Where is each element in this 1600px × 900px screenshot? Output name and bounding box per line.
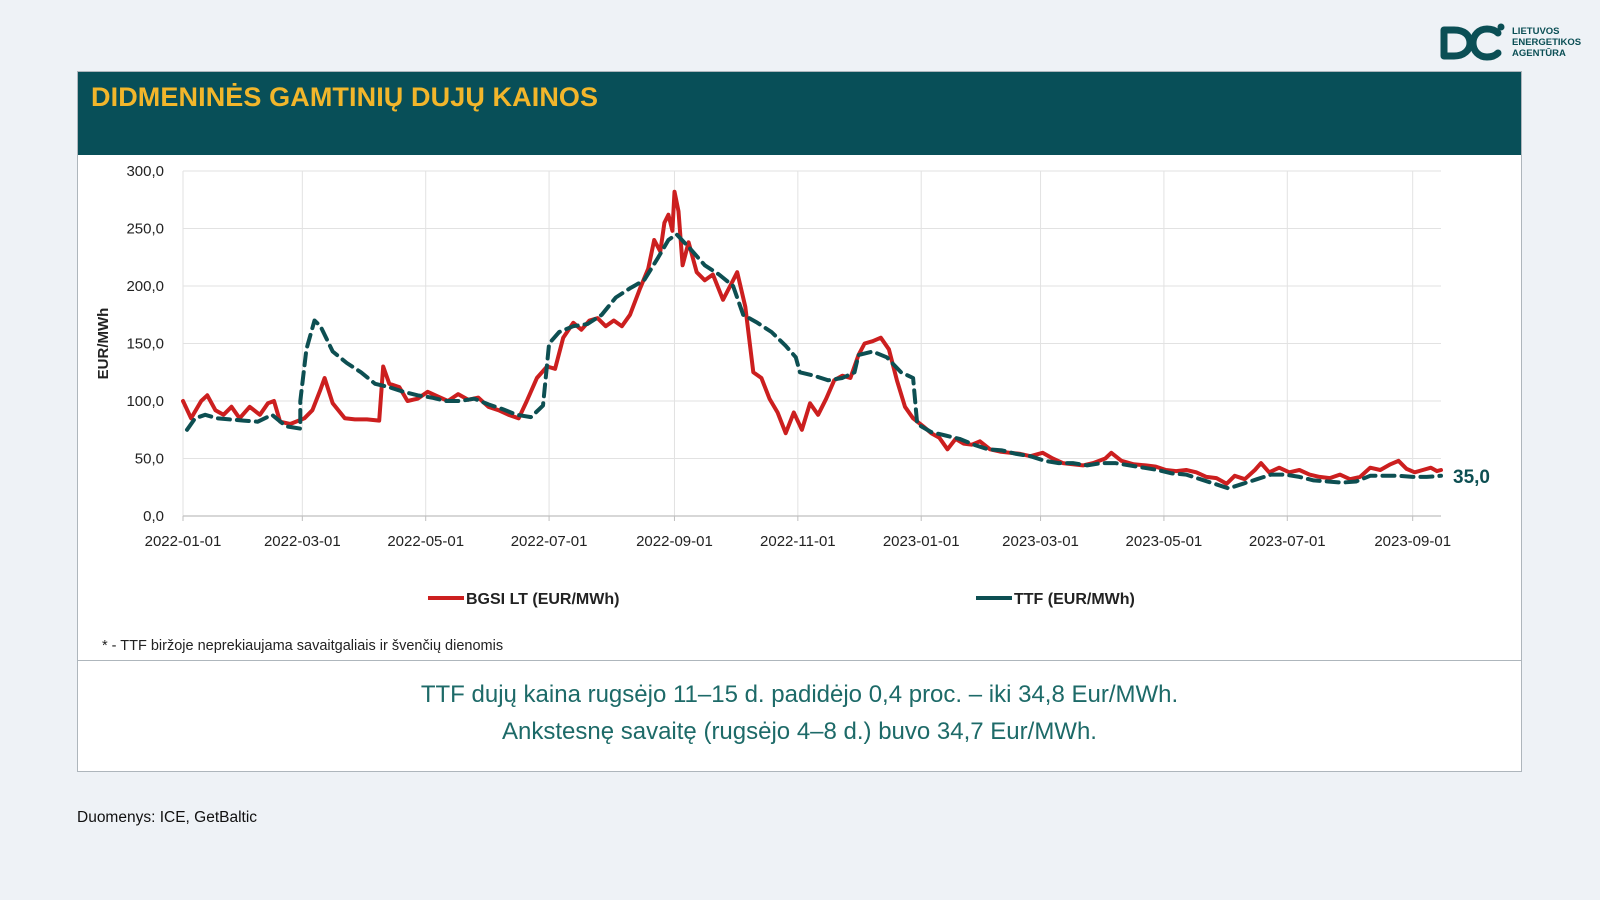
logo-line-2: ENERGETIKOS <box>1512 36 1582 48</box>
chart-title: DIDMENINĖS GAMTINIŲ DUJŲ KAINOS <box>91 82 599 112</box>
x-tick-label: 2023-05-01 <box>1126 533 1203 550</box>
title-banner: DIDMENINĖS GAMTINIŲ DUJŲ KAINOS <box>78 72 1521 155</box>
x-tick-label: 2022-07-01 <box>511 533 588 550</box>
x-tick-label: 2022-05-01 <box>387 533 464 550</box>
end-value-label: 35,0 <box>1453 467 1490 488</box>
chart-panel: DIDMENINĖS GAMTINIŲ DUJŲ KAINOS 0,0 50,0 1… <box>77 71 1522 772</box>
logo-line-3: AGENTŪRA <box>1512 47 1566 59</box>
agency-logo-mark <box>1440 23 1505 61</box>
x-tick-label: 2022-03-01 <box>264 533 341 550</box>
summary-line-2: Ankstesnę savaitę (rugsėjo 4–8 d.) buvo … <box>502 718 1097 745</box>
y-tick-label: 250,0 <box>126 221 164 238</box>
x-tick-label: 2023-03-01 <box>1002 533 1079 550</box>
legend-label: TTF (EUR/MWh) <box>1014 591 1135 608</box>
x-tick-label: 2022-09-01 <box>636 533 713 550</box>
panel-divider <box>78 660 1521 661</box>
x-tick-label: 2022-01-01 <box>145 533 222 550</box>
summary-line-1: TTF dujų kaina rugsėjo 11–15 d. padidėjo… <box>420 681 1179 708</box>
x-tick-label: 2022-11-01 <box>760 533 836 550</box>
y-tick-label: 300,0 <box>126 163 164 180</box>
x-tick-label: 2023-07-01 <box>1249 533 1326 550</box>
y-tick-label: 0,0 <box>143 508 164 525</box>
series-line <box>181 189 1443 486</box>
x-tick-label: 2023-01-01 <box>883 533 960 550</box>
logo-line-1: LIETUVOS <box>1512 25 1560 37</box>
y-tick-label: 50,0 <box>135 451 164 468</box>
price-chart: 0,0 50,0 100,0 150,0 200,0 250,0 300,0 2022-01-… <box>95 163 1490 608</box>
agency-logo: LIETUVOS ENERGETIKOS AGENTŪRA <box>1440 22 1581 62</box>
series-line <box>185 232 1443 491</box>
y-tick-label: 100,0 <box>126 393 164 410</box>
summary-text: TTF dujų kaina rugsėjo 11–15 d. padidėjo… <box>78 676 1521 750</box>
legend-label: BGSI LT (EUR/MWh) <box>466 591 619 608</box>
y-tick-label: 200,0 <box>126 278 164 295</box>
agency-logo-text: LIETUVOS ENERGETIKOS AGENTŪRA <box>1512 26 1581 59</box>
y-axis-label: EUR/MWh <box>95 308 112 380</box>
y-tick-label: 150,0 <box>126 336 164 353</box>
data-source: Duomenys: ICE, GetBaltic <box>77 809 258 826</box>
x-tick-label: 2023-09-01 <box>1374 533 1451 550</box>
chart-footnote: * - TTF biržoje neprekiaujama savaitgali… <box>102 638 504 654</box>
